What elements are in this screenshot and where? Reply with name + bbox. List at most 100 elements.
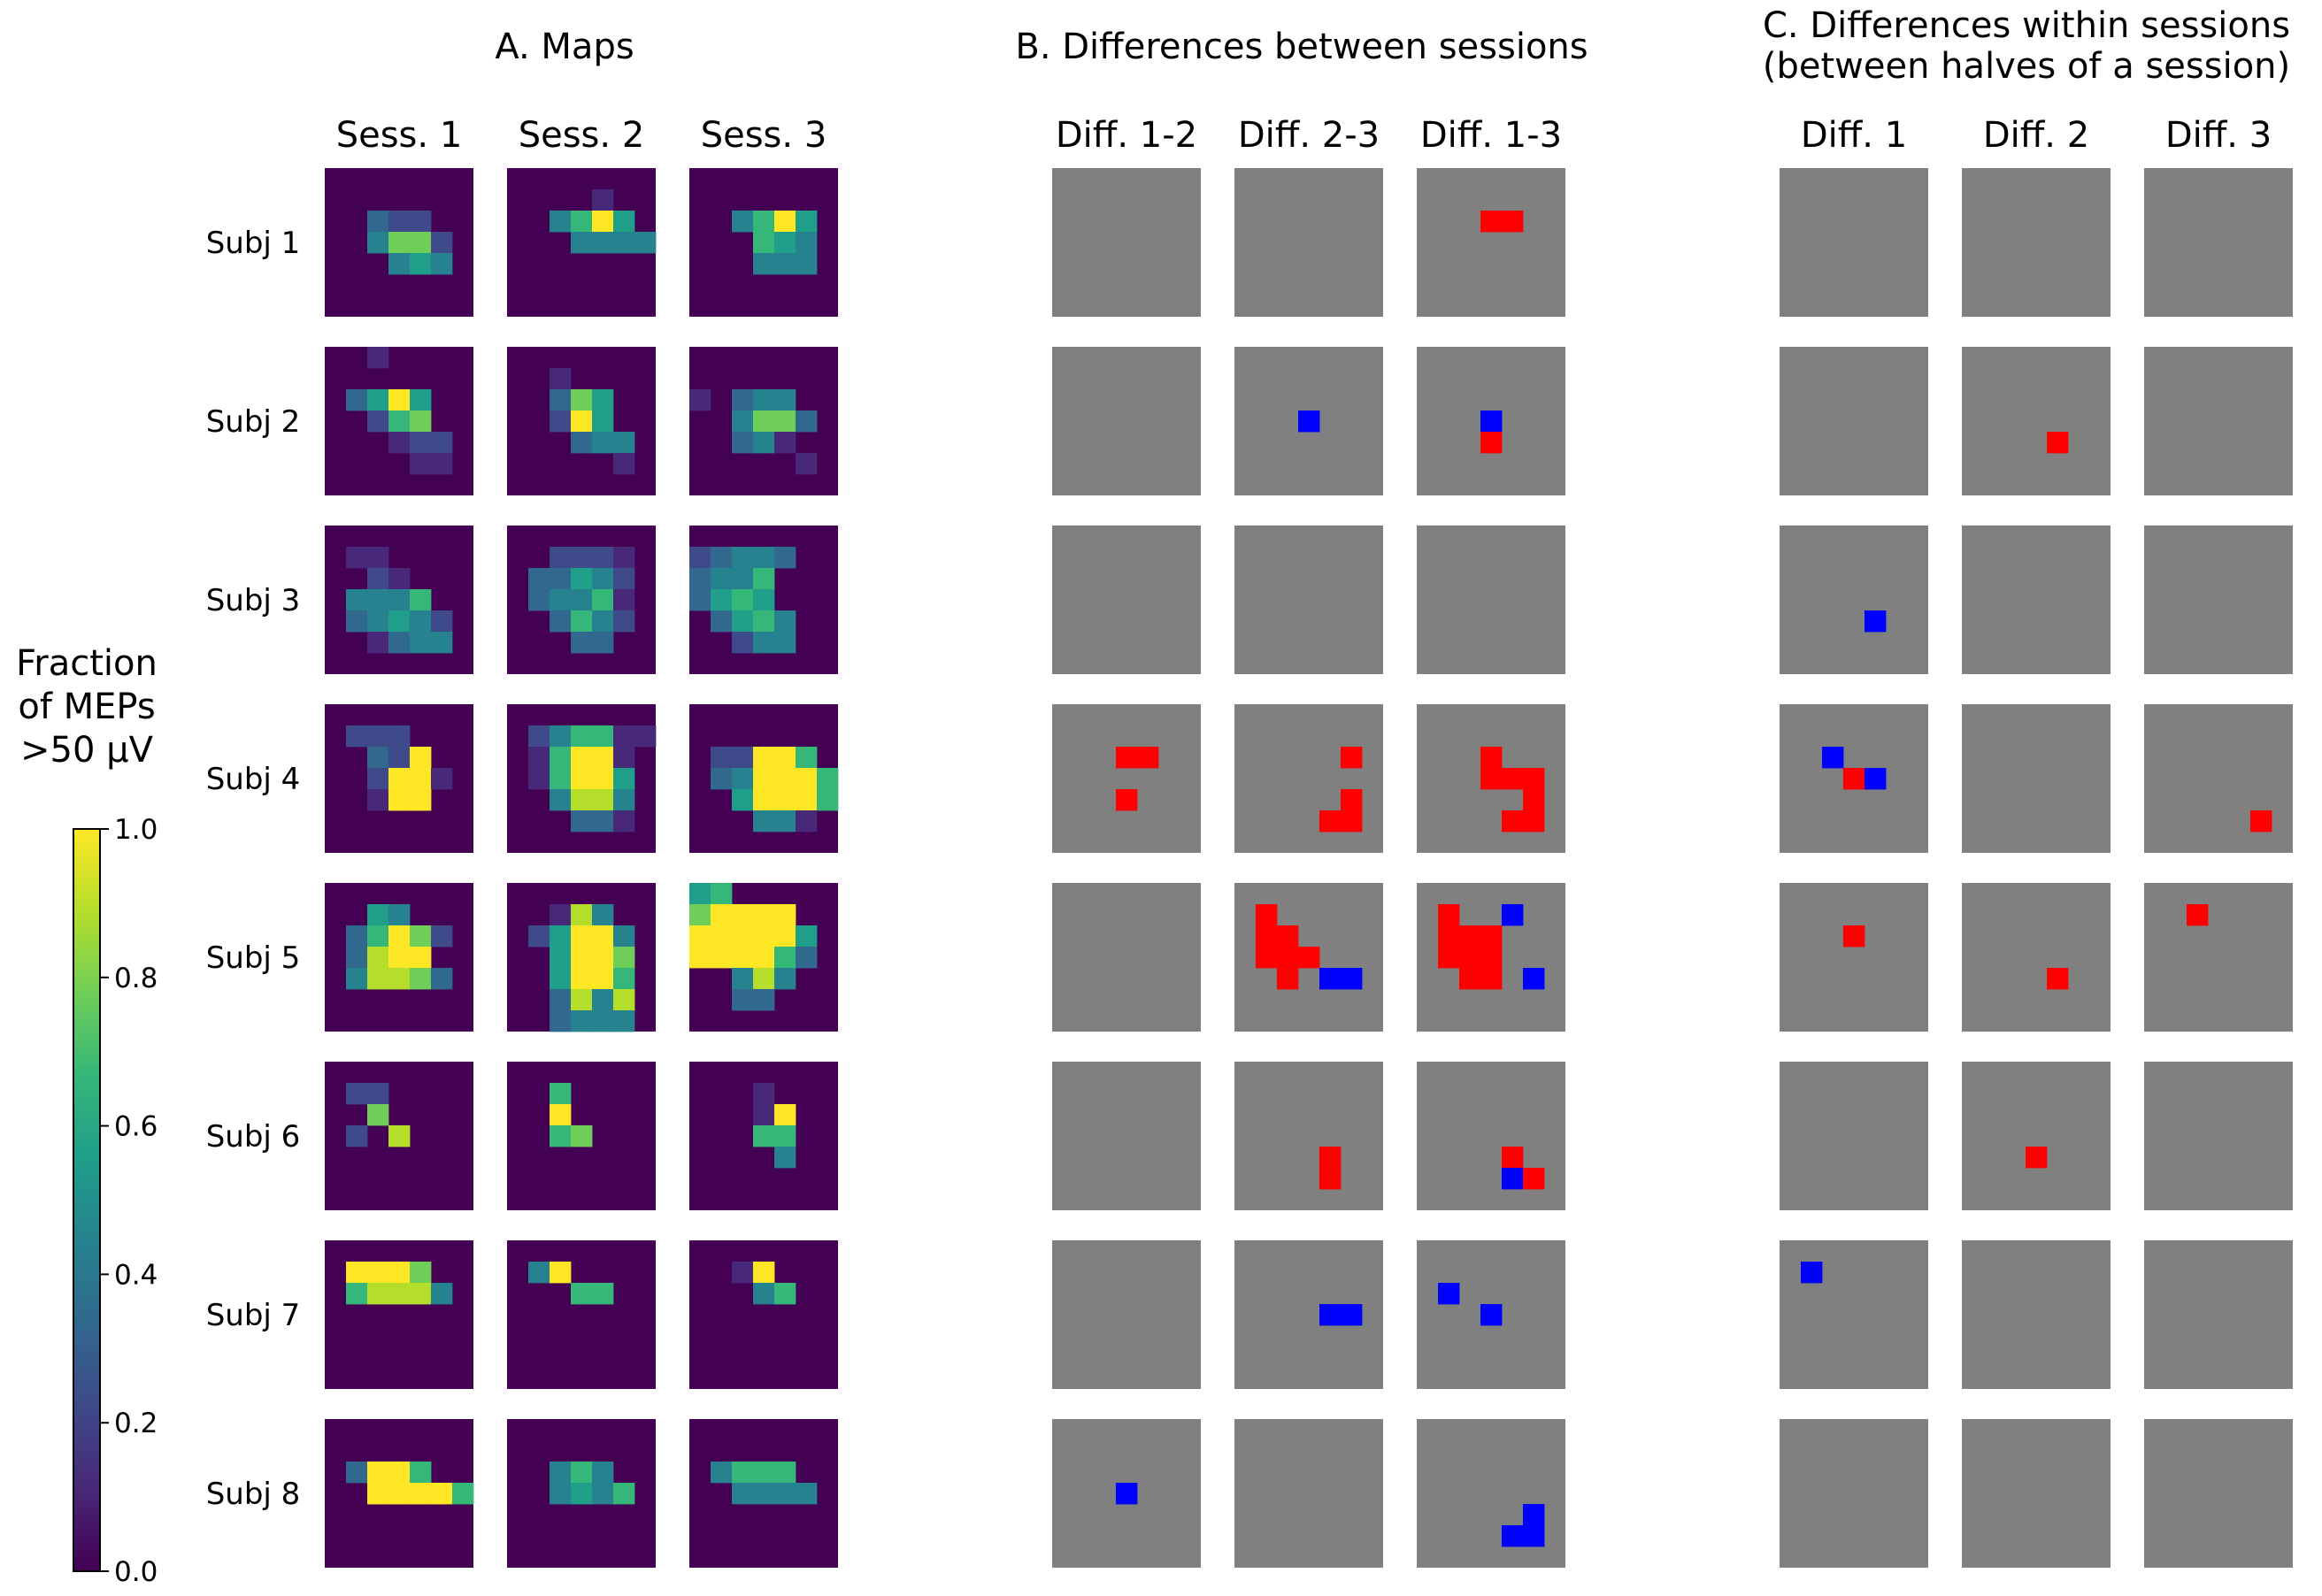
colorbar: 0.0 0.2 0.4 0.6 0.8 1.0 xyxy=(73,814,158,1588)
maps-panel xyxy=(507,168,657,317)
heatmap-cell xyxy=(346,1462,368,1484)
difference-cell xyxy=(1502,768,1524,790)
difference-cell xyxy=(2047,432,2069,454)
heatmap-cell xyxy=(732,904,754,926)
heatmap-cell xyxy=(796,947,818,969)
between-panel xyxy=(1417,347,1565,495)
heatmap-cell xyxy=(571,632,593,654)
panel-background xyxy=(1962,168,2111,317)
panel-background xyxy=(2144,1240,2293,1389)
difference-cell xyxy=(1438,1283,1460,1305)
difference-cell xyxy=(2047,968,2069,990)
heatmap-cell xyxy=(753,947,775,969)
heatmap-cell xyxy=(592,968,614,990)
heatmap-cell xyxy=(571,747,593,769)
heatmap-cell xyxy=(613,568,635,590)
heatmap-cell xyxy=(774,904,796,926)
column-headers: Sess. 1 Sess. 2 Sess. 3 Diff. 1-2 Diff. 2-3 D… xyxy=(336,115,2272,156)
colorbar-tick-label: 1.0 xyxy=(114,814,158,846)
difference-cell xyxy=(1480,432,1503,454)
heatmap-cell xyxy=(571,947,593,969)
heatmap-panels xyxy=(325,168,2293,1568)
heatmap-cell xyxy=(431,253,453,275)
heatmap-cell xyxy=(410,411,432,433)
heatmap-cell xyxy=(711,610,733,633)
difference-cell xyxy=(1319,968,1342,990)
heatmap-cell xyxy=(346,389,368,411)
heatmap-cell xyxy=(753,989,775,1011)
heatmap-cell xyxy=(592,411,614,433)
colorbar-tick-label: 0.0 xyxy=(114,1556,158,1588)
heatmap-cell xyxy=(774,768,796,790)
within-panel xyxy=(2144,704,2293,853)
heatmap-cell xyxy=(592,947,614,969)
within-panel xyxy=(1780,1419,1928,1568)
heatmap-cell xyxy=(711,589,733,611)
heatmap-cell xyxy=(388,253,411,275)
heatmap-cell xyxy=(367,547,389,569)
heatmap-cell xyxy=(796,925,818,948)
heatmap-cell xyxy=(753,211,775,233)
heatmap-cell xyxy=(613,789,635,811)
between-panel xyxy=(1417,883,1565,1032)
heatmap-cell xyxy=(388,789,411,811)
difference-cell xyxy=(1116,789,1138,811)
maps-panel xyxy=(689,168,838,317)
heatmap-cell xyxy=(592,725,614,748)
heatmap-cell xyxy=(592,211,614,233)
difference-cell xyxy=(1480,925,1503,948)
heatmap-cell xyxy=(410,925,432,948)
difference-cell xyxy=(1277,947,1299,969)
between-panel xyxy=(1234,704,1383,853)
difference-cell xyxy=(1480,411,1503,433)
heatmap-cell xyxy=(732,610,754,633)
heatmap-cell xyxy=(571,989,593,1011)
heatmap-cell xyxy=(388,432,411,454)
heatmap-cell xyxy=(592,789,614,811)
within-panel xyxy=(1780,1062,1928,1210)
within-panel xyxy=(1962,883,2111,1032)
heatmap-cell xyxy=(753,632,775,654)
heatmap-cell xyxy=(367,632,389,654)
heatmap-cell xyxy=(550,547,572,569)
heatmap-cell xyxy=(367,947,389,969)
maps-panel xyxy=(507,704,657,853)
difference-cell xyxy=(1865,768,1887,790)
heatmap-cell xyxy=(774,1283,796,1305)
heatmap-cell xyxy=(592,747,614,769)
difference-cell xyxy=(1523,1525,1545,1547)
heatmap-cell xyxy=(753,1083,775,1105)
column-header: Sess. 2 xyxy=(519,115,645,156)
heatmap-cell xyxy=(732,389,754,411)
heatmap-cell xyxy=(613,1010,635,1032)
heatmap-cell xyxy=(732,947,754,969)
within-panel xyxy=(1962,168,2111,317)
panel-background xyxy=(1962,347,2111,495)
heatmap-cell xyxy=(388,904,411,926)
heatmap-cell xyxy=(452,1483,474,1505)
difference-cell xyxy=(1116,1483,1138,1505)
heatmap-cell xyxy=(346,589,368,611)
between-panel xyxy=(1234,883,1383,1032)
heatmap-cell xyxy=(592,1283,614,1305)
heatmap-cell xyxy=(796,768,818,790)
within-panel xyxy=(2144,1062,2293,1210)
heatmap-cell xyxy=(732,432,754,454)
heatmap-cell xyxy=(732,547,754,569)
between-panel xyxy=(1052,168,1201,317)
difference-cell xyxy=(1256,947,1278,969)
heatmap-cell xyxy=(796,453,818,475)
heatmap-cell xyxy=(774,947,796,969)
heatmap-cell xyxy=(388,968,411,990)
between-panel xyxy=(1234,1062,1383,1210)
colorbar-tick-label: 0.4 xyxy=(114,1259,158,1291)
difference-cell xyxy=(1438,904,1460,926)
heatmap-cell xyxy=(711,768,733,790)
heatmap-cell xyxy=(592,610,614,633)
heatmap-cell xyxy=(592,1462,614,1484)
heatmap-cell xyxy=(711,747,733,769)
heatmap-cell xyxy=(613,989,635,1011)
heatmap-cell xyxy=(528,589,550,611)
heatmap-cell xyxy=(732,989,754,1011)
row-label: Subj 5 xyxy=(206,940,301,976)
